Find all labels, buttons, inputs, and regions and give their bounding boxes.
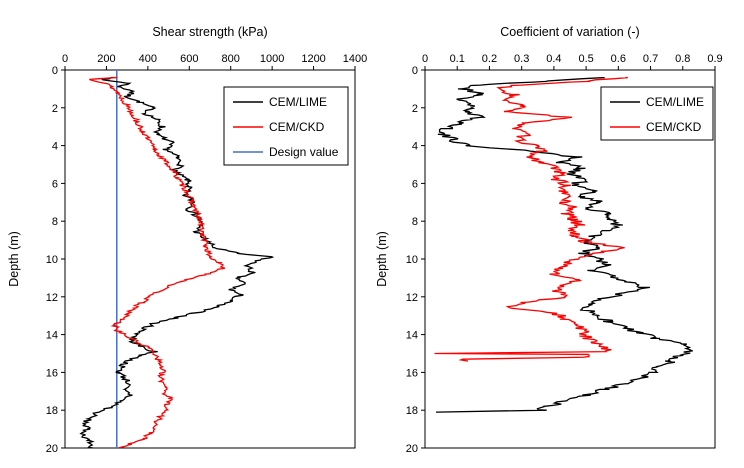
x-tick-label: 0 — [422, 53, 428, 65]
y-tick-label: 18 — [406, 405, 418, 417]
x-tick-label: 0.6 — [611, 53, 626, 65]
y-tick-label: 6 — [412, 178, 418, 190]
y-tick-label: 14 — [406, 330, 418, 342]
x-tick-label: 0.9 — [707, 53, 722, 65]
left-y-axis-title: Depth (m) — [7, 231, 21, 287]
y-tick-label: 14 — [46, 330, 58, 342]
y-tick-label: 4 — [412, 141, 418, 153]
x-tick-label: 800 — [222, 53, 240, 65]
x-tick-label: 1200 — [301, 53, 325, 65]
x-tick-label: 0.2 — [482, 53, 497, 65]
right-chart-title: Coefficient of variation (-) — [500, 25, 639, 39]
shear-strength-plot: 0 200 400 600 800 1000 1200 1400 0 2 4 6 8 10 12 14 16 18… — [46, 53, 367, 455]
y-tick-label: 0 — [412, 65, 418, 77]
y-tick-label: 16 — [46, 367, 58, 379]
x-tick-label: 0.1 — [450, 53, 465, 65]
x-tick-label: 1400 — [343, 53, 367, 65]
coefficient-of-variation-plot: 0 0.1 0.2 0.3 0.4 0.5 0.6 0.7 0.8 0.9 0 2 4 6 8 10 12 14 1… — [406, 53, 723, 455]
series-line-cem-lime — [435, 76, 693, 413]
y-tick-label: 4 — [52, 141, 58, 153]
x-tick-label: 0.3 — [514, 53, 529, 65]
y-tick-label: 20 — [406, 443, 418, 455]
x-tick-label: 0.4 — [546, 53, 561, 65]
x-tick-label: 0.7 — [643, 53, 658, 65]
legend-label: CEM/LIME — [646, 95, 704, 109]
legend-box — [600, 86, 714, 141]
y-tick-label: 0 — [52, 65, 58, 77]
y-tick-label: 2 — [52, 103, 58, 115]
x-tick-label: 400 — [139, 53, 157, 65]
series-line-cem-ckd — [434, 76, 628, 362]
y-tick-label: 18 — [46, 405, 58, 417]
legend-label: Design value — [269, 145, 339, 159]
y-tick-label: 6 — [52, 178, 58, 190]
y-tick-label: 16 — [406, 367, 418, 379]
x-tick-label: 0.5 — [578, 53, 593, 65]
x-tick-label: 200 — [97, 53, 115, 65]
series-line-cem-ckd — [89, 76, 226, 448]
series-line-cem-lime — [79, 76, 275, 448]
x-tick-label: 1000 — [260, 53, 284, 65]
left-chart-title: Shear strength (kPa) — [152, 25, 267, 39]
y-tick-label: 8 — [52, 216, 58, 228]
y-tick-label: 12 — [406, 292, 418, 304]
y-tick-label: 10 — [406, 254, 418, 266]
y-tick-label: 10 — [46, 254, 58, 266]
y-tick-label: 8 — [412, 216, 418, 228]
y-tick-label: 12 — [46, 292, 58, 304]
x-tick-label: 600 — [180, 53, 198, 65]
legend-label: CEM/CKD — [269, 120, 325, 134]
right-y-axis-title: Depth (m) — [375, 231, 389, 287]
legend-label: CEM/LIME — [269, 95, 327, 109]
y-tick-label: 2 — [412, 103, 418, 115]
legend-label: CEM/CKD — [646, 120, 702, 134]
x-tick-label: 0 — [62, 53, 68, 65]
x-tick-label: 0.8 — [675, 53, 690, 65]
y-tick-label: 20 — [46, 443, 58, 455]
